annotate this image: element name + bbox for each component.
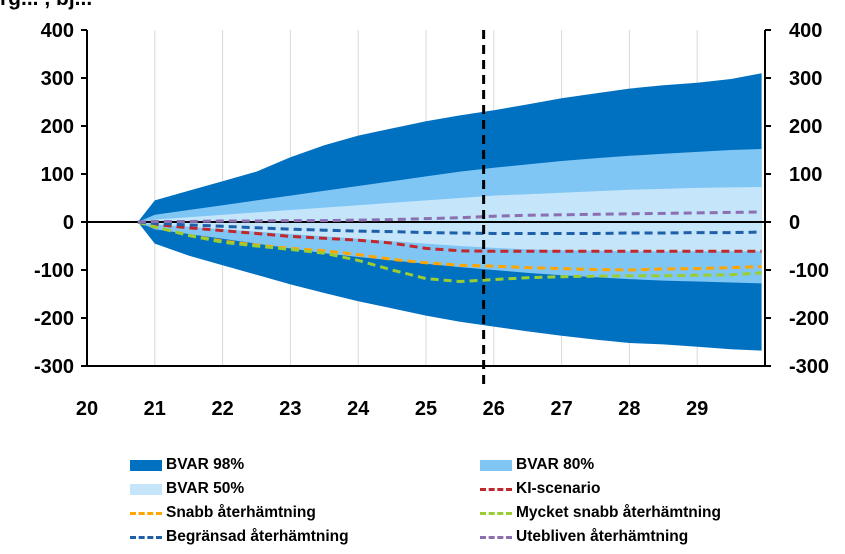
- legend-item: Utebliven återhämtning: [480, 528, 688, 546]
- tick-labels: 400 300 200 100 0 -100 -200 -300 400 300 200 100 0 -1…: [34, 20, 829, 420]
- y-tick-label-right: -100: [789, 260, 829, 282]
- series-line-2: [137, 220, 762, 284]
- x-tick-label: 29: [686, 398, 708, 420]
- scenario-lines: [137, 210, 762, 284]
- x-tick-label: 20: [76, 398, 98, 420]
- legend-swatch: [480, 459, 512, 471]
- y-tick-label-left: 200: [41, 116, 74, 138]
- y-tick-label-right: 400: [789, 20, 822, 42]
- legend-label: Utebliven återhämtning: [516, 528, 689, 545]
- x-tick-label: 26: [483, 398, 505, 420]
- y-tick-label-right: 0: [789, 212, 800, 234]
- legend-item: BVAR 98%: [130, 456, 244, 474]
- x-tick-label: 24: [347, 398, 370, 420]
- legend-item: KI-scenario: [480, 480, 600, 498]
- legend-label: Begränsad återhämtning: [166, 528, 349, 545]
- axes: [81, 29, 771, 367]
- legend-item: BVAR 80%: [480, 456, 594, 474]
- uncertainty-bands: [137, 73, 762, 351]
- legend-item: BVAR 50%: [130, 480, 244, 498]
- legend-swatch: [130, 459, 162, 471]
- y-tick-label-right: 300: [789, 68, 822, 90]
- legend-swatch: [130, 535, 162, 539]
- y-tick-label-right: -200: [789, 308, 829, 330]
- legend-swatch: [480, 487, 512, 491]
- y-tick-label-left: -100: [34, 260, 74, 282]
- band-2: [137, 187, 762, 252]
- x-tick-label: 21: [144, 398, 166, 420]
- y-tick-label-right: 100: [789, 164, 822, 186]
- chart-plot: 400 300 200 100 0 -100 -200 -300 400 300 200 100 0 -1…: [34, 20, 829, 420]
- legend-label: KI-scenario: [516, 480, 601, 497]
- y-tick-label-right: 200: [789, 116, 822, 138]
- x-tick-label: 28: [618, 398, 640, 420]
- series-line-3: [137, 220, 762, 235]
- chart-title: rg... , bj...: [0, 0, 92, 11]
- legend-item: Mycket snabb återhämtning: [480, 504, 721, 522]
- y-tick-label-left: 400: [41, 20, 74, 42]
- legend-swatch: [480, 511, 512, 515]
- y-tick-label-left: 100: [41, 164, 74, 186]
- y-tick-label-left: -300: [34, 356, 74, 378]
- series-line-0: [137, 220, 762, 253]
- legend-label: BVAR 98%: [166, 456, 245, 473]
- x-tick-label: 25: [415, 398, 437, 420]
- legend-label: Mycket snabb återhämtning: [516, 504, 721, 521]
- legend-item: Begränsad återhämtning: [130, 528, 349, 546]
- legend-swatch: [130, 483, 162, 495]
- legend-swatch: [130, 511, 162, 515]
- x-tick-label: 27: [550, 398, 572, 420]
- x-tick-label: 23: [279, 398, 301, 420]
- legend-label: BVAR 80%: [516, 456, 595, 473]
- legend-swatch: [480, 535, 512, 539]
- y-tick-label-right: -300: [789, 356, 829, 378]
- x-tick-label: 22: [211, 398, 233, 420]
- legend-label: BVAR 50%: [166, 480, 245, 497]
- y-tick-label-left: -200: [34, 308, 74, 330]
- y-tick-label-left: 0: [63, 212, 74, 234]
- y-tick-label-left: 300: [41, 68, 74, 90]
- legend-label: Snabb återhämtning: [166, 504, 316, 521]
- legend-item: Snabb återhämtning: [130, 504, 316, 522]
- series-line-4: [137, 210, 762, 224]
